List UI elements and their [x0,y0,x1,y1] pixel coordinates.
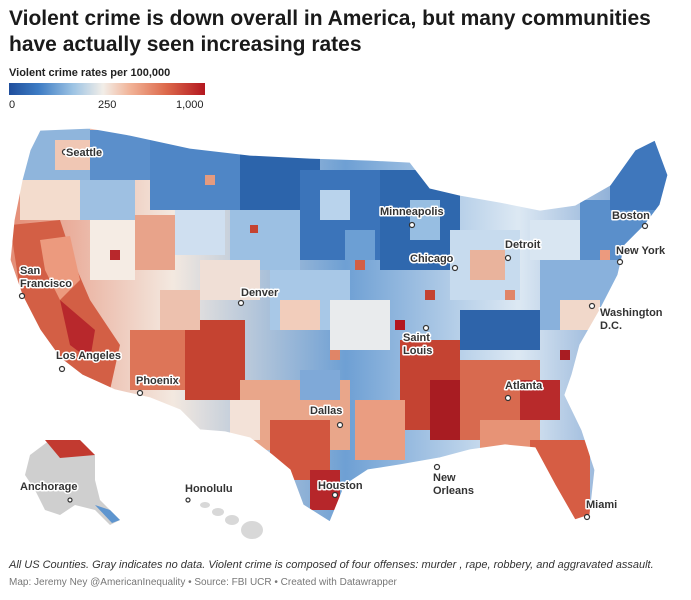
city-label-chicago: Chicago [410,253,454,265]
credits: Map: Jeremy Ney @AmericanInequality • So… [9,577,397,588]
city-marker [136,389,144,397]
chart-title: Violent crime is down overall in America… [9,7,651,56]
city-label-new-york: New York [616,245,666,257]
contiguous-us-counties [10,128,668,522]
city-label-dallas: Dallas [310,405,342,417]
city-label-minneapolis: Minneapolis [380,206,444,218]
city-marker [641,222,649,230]
city-marker [616,258,624,266]
city-label-atlanta: Atlanta [505,380,543,392]
city-saint-louis[interactable]: Saint Louis [402,324,434,359]
city-marker [61,148,69,156]
city-anchorage[interactable]: Anchorage [19,480,79,503]
city-new-orleans[interactable]: New Orleans [432,463,475,499]
city-marker [18,292,26,300]
city-marker [588,302,596,310]
city-label-new-orleans-line1: New [433,472,456,484]
city-marker [583,513,591,521]
city-chicago[interactable]: Chicago [409,252,459,272]
alaska-counties [25,440,120,525]
city-marker [331,491,339,499]
city-label-boston: Boston [612,210,650,222]
city-marker [504,394,512,402]
city-label-saint-louis-line2: Louis [403,345,432,357]
city-label-denver: Denver [241,287,279,299]
city-detroit[interactable]: Detroit [504,238,542,262]
county-choropleth-map[interactable]: Seattle Minneapolis Boston Detroit New Y… [0,112,691,552]
city-label-saint-louis-line1: Saint [403,332,430,344]
city-marker [67,497,73,503]
us-outline [9,127,669,523]
city-san-francisco[interactable]: San Francisco [18,264,74,300]
city-label-seattle: Seattle [66,147,102,159]
city-label-miami: Miami [586,499,617,511]
city-marker [433,463,441,471]
legend-tick-high: 1,000 [176,99,204,111]
city-atlanta[interactable]: Atlanta [504,379,545,402]
city-marker [336,421,344,429]
city-label-detroit: Detroit [505,239,541,251]
city-label-honolulu: Honolulu [185,483,233,495]
city-marker [58,365,66,373]
city-miami[interactable]: Miami [583,498,619,521]
legend-title: Violent crime rates per 100,000 [9,67,171,79]
city-marker [504,254,512,262]
city-label-san-francisco-line1: San [20,265,40,277]
legend-tick-low: 0 [9,99,16,111]
city-denver[interactable]: Denver [237,286,281,307]
city-marker [422,324,430,332]
city-phoenix[interactable]: Phoenix [135,374,181,397]
footnote: All US Counties. Gray indicates no data.… [9,559,654,571]
city-label-washington-line1: Washington [600,307,663,319]
city-boston[interactable]: Boston [611,209,652,230]
city-label-houston: Houston [318,480,363,492]
city-marker [237,299,245,307]
city-minneapolis[interactable]: Minneapolis [379,205,445,229]
city-label-phoenix: Phoenix [136,375,180,387]
city-new-york[interactable]: New York [615,244,667,266]
city-label-san-francisco-line2: Francisco [20,278,72,290]
city-label-los-angeles: Los Angeles [56,350,121,362]
legend-color-scale [9,83,205,95]
city-seattle[interactable]: Seattle [61,146,104,161]
city-los-angeles[interactable]: Los Angeles [55,349,123,373]
hawaii-counties [200,502,263,539]
city-label-new-orleans-line2: Orleans [433,485,474,497]
city-washington-dc[interactable]: Washington D.C. [588,302,664,334]
city-marker [408,221,416,229]
city-marker [185,497,191,503]
city-label-washington-line2: D.C. [600,320,622,332]
legend-tick-mid: 250 [98,99,117,111]
city-marker [451,264,459,272]
city-dallas[interactable]: Dallas [309,404,344,429]
city-honolulu[interactable]: Honolulu [184,482,234,503]
city-houston[interactable]: Houston [317,479,364,499]
city-label-anchorage: Anchorage [20,481,77,493]
